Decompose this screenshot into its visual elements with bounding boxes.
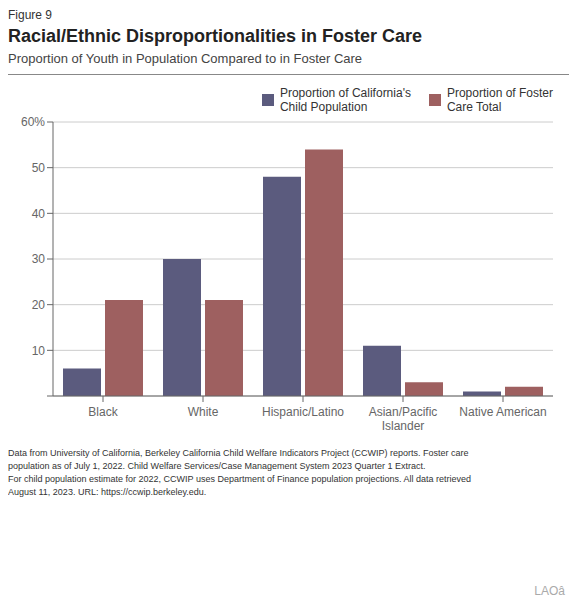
html-text:For child population estimate: For child population estimate for 2022, …: [8, 474, 472, 484]
svg-text:Black: Black: [88, 405, 118, 419]
svg-text:Native American: Native American: [459, 405, 546, 419]
svg-text:40: 40: [32, 207, 46, 221]
html-text:Racial/Ethnic Disproportionali: Racial/Ethnic Disproportionalities in Fo…: [8, 26, 423, 46]
svg-text:White: White: [188, 405, 219, 419]
svg-text:60%: 60%: [21, 115, 45, 129]
svg-text:50: 50: [32, 161, 46, 175]
html-text:Figure 9: Figure 9: [8, 8, 52, 22]
svg-text:20: 20: [32, 298, 46, 312]
html-text:population as of July 1, 2022.: population as of July 1, 2022. Child Wel…: [8, 461, 426, 471]
svg-text:Asian/PacificIslander: Asian/PacificIslander: [369, 405, 438, 433]
svg-text:10: 10: [32, 344, 46, 358]
html-text:LAOâ: LAOâ: [534, 584, 565, 598]
html-text:Proportion of California's: Proportion of California's: [279, 86, 411, 100]
html-text:Child Population: Child Population: [279, 100, 368, 114]
html-text:Data from University of Califo: Data from University of California, Berk…: [8, 448, 469, 458]
html-text:Proportion of Youth in Populat: Proportion of Youth in Population Compar…: [8, 51, 363, 66]
svg-text:30: 30: [32, 252, 46, 266]
html-text:August 11, 2023. URL: https://: August 11, 2023. URL: https://ccwip.berk…: [8, 487, 207, 497]
svg-text:Hispanic/Latino: Hispanic/Latino: [262, 405, 344, 419]
html-text:Care Total: Care Total: [446, 100, 502, 114]
html-text:Proportion of Foster: Proportion of Foster: [446, 86, 553, 100]
